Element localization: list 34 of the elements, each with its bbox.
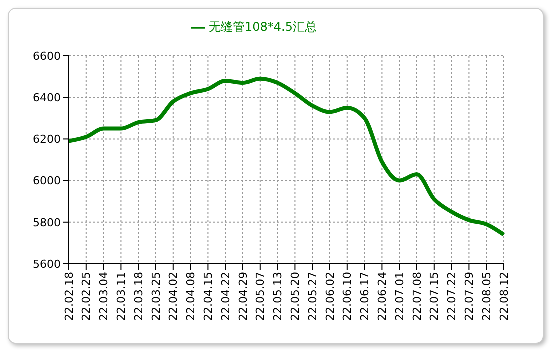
x-tick-label: 22.04.15 bbox=[202, 272, 216, 321]
x-tick-label: 22.07.08 bbox=[410, 272, 424, 321]
legend-label: 无缝管108*4.5汇总 bbox=[209, 20, 317, 34]
x-tick-label: 22.08.12 bbox=[498, 272, 511, 321]
x-tick-label: 22.03.25 bbox=[150, 272, 163, 321]
y-tick-label: 6400 bbox=[33, 92, 61, 105]
x-tick-label: 22.06.17 bbox=[358, 272, 372, 321]
x-tick-label: 22.06.10 bbox=[341, 272, 354, 321]
x-tick-label: 22.06.02 bbox=[324, 272, 337, 321]
x-tick-label: 22.04.02 bbox=[167, 272, 180, 321]
x-tick-label: 22.06.24 bbox=[376, 272, 390, 321]
x-tick-label: 22.05.20 bbox=[289, 272, 302, 321]
y-tick-label: 6600 bbox=[33, 50, 61, 63]
x-tick-label: 22.05.27 bbox=[306, 272, 320, 321]
x-tick-label: 22.07.15 bbox=[428, 272, 442, 321]
x-tick-label: 22.04.08 bbox=[184, 272, 198, 321]
x-tick-label: 22.02.25 bbox=[80, 272, 94, 321]
x-tick-label: 22.07.01 bbox=[393, 272, 406, 321]
x-tick-label: 22.05.07 bbox=[254, 272, 268, 321]
x-tick-label: 22.02.18 bbox=[62, 272, 76, 321]
y-tick-label: 6200 bbox=[33, 133, 61, 146]
x-tick-label: 22.04.29 bbox=[236, 272, 250, 321]
x-tick-label: 22.07.22 bbox=[446, 272, 459, 321]
x-tick-label: 22.03.11 bbox=[115, 272, 128, 321]
x-tick-label: 22.05.13 bbox=[272, 272, 285, 321]
x-tick-label: 22.07.29 bbox=[463, 272, 476, 321]
line-series bbox=[67, 76, 506, 237]
y-tick-label: 6000 bbox=[33, 174, 61, 188]
x-tick-label: 22.04.22 bbox=[219, 272, 232, 321]
x-tick-label: 22.03.18 bbox=[132, 272, 146, 321]
y-tick-label: 5600 bbox=[33, 258, 61, 271]
x-tick-label: 22.03.04 bbox=[98, 272, 111, 321]
y-tick-label: 5800 bbox=[33, 216, 61, 230]
x-tick-label: 22.08.05 bbox=[480, 272, 494, 321]
